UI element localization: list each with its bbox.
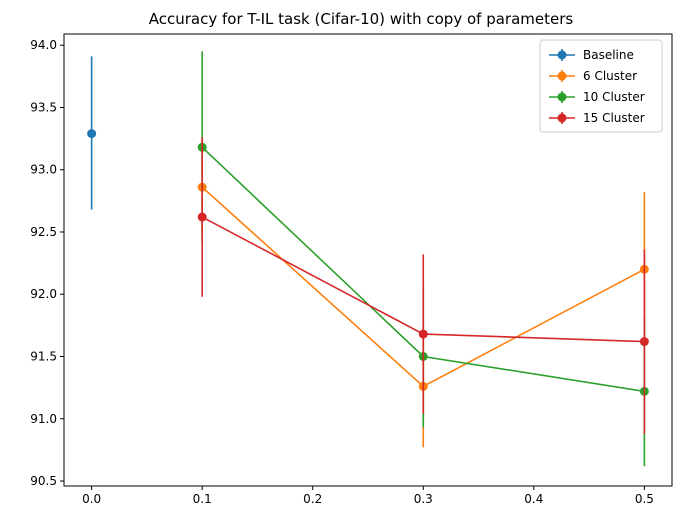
- x-axis: 0.0 0.1 0.2 0.3 0.4 0.5: [82, 486, 654, 506]
- x-tick-label: 0.0: [82, 492, 101, 506]
- legend-marker: [557, 113, 567, 123]
- data-point: [418, 329, 428, 339]
- y-tick-label: 91.0: [30, 412, 57, 426]
- data-point: [639, 337, 649, 347]
- legend-label: 6 Cluster: [583, 69, 637, 83]
- x-tick-label: 0.4: [524, 492, 543, 506]
- y-tick-label: 92.0: [30, 287, 57, 301]
- y-tick-label: 93.5: [30, 100, 57, 114]
- data-point: [87, 129, 97, 139]
- y-tick-label: 93.0: [30, 163, 57, 177]
- plot-area: [87, 51, 649, 467]
- y-tick-label: 91.5: [30, 350, 57, 364]
- y-tick-label: 92.5: [30, 225, 57, 239]
- chart-title: Accuracy for T-IL task (Cifar-10) with c…: [149, 10, 574, 28]
- legend-marker: [557, 92, 567, 102]
- legend-label: 10 Cluster: [583, 90, 645, 104]
- legend-marker: [557, 71, 567, 81]
- legend-label: 15 Cluster: [583, 111, 645, 125]
- series-baseline: [87, 56, 97, 210]
- x-tick-label: 0.1: [193, 492, 212, 506]
- x-tick-label: 0.2: [303, 492, 322, 506]
- x-tick-label: 0.5: [635, 492, 654, 506]
- y-tick-label: 90.5: [30, 474, 57, 488]
- x-tick-label: 0.3: [414, 492, 433, 506]
- legend-box: [539, 39, 663, 133]
- legend: Baseline 6 Cluster 10 Cluster 15 Cluster: [539, 39, 663, 133]
- y-tick-label: 94.0: [30, 38, 57, 52]
- legend-marker: [557, 50, 567, 60]
- series-15-cluster: [197, 137, 649, 434]
- y-axis: 90.5 91.0 91.5 92.0 92.5 93.0 93.5 94.0: [30, 38, 64, 488]
- data-point: [197, 212, 207, 222]
- legend-label: Baseline: [583, 48, 634, 62]
- axes-frame: [63, 33, 673, 487]
